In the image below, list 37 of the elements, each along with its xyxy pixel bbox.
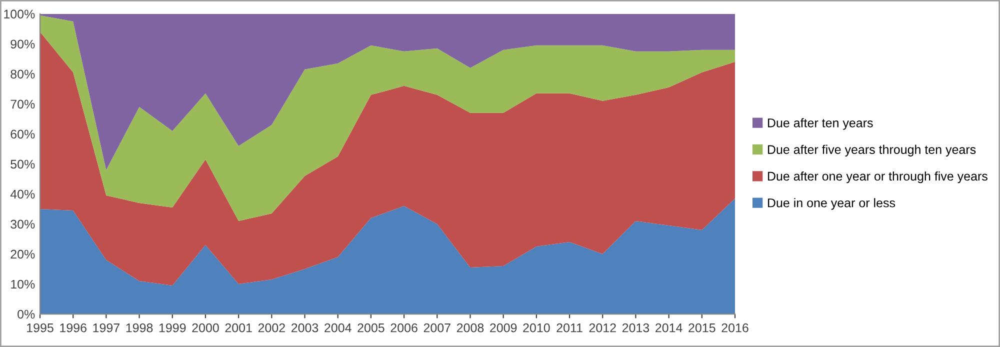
y-tick-label: 80% [10, 70, 35, 79]
x-tick-label: 2013 [622, 323, 650, 332]
y-tick-label: 40% [10, 190, 35, 199]
x-tick-label: 2005 [358, 323, 384, 332]
x-tick-label: 2002 [258, 323, 285, 332]
legend-label: Due after ten years [768, 118, 873, 130]
y-tick-label: 90% [10, 40, 35, 49]
x-tick-label: 2010 [523, 323, 550, 332]
y-tick-label: 20% [10, 250, 35, 259]
x-tick-label: 2001 [225, 323, 252, 332]
x-tick-label: 2003 [291, 323, 318, 332]
x-tick-label: 2006 [390, 323, 418, 332]
x-tick-label: 2009 [490, 323, 517, 332]
legend-label: Due in one year or less [768, 198, 896, 210]
x-tick-label: 2004 [324, 323, 352, 332]
y-tick-label: 70% [10, 100, 35, 109]
x-tick-label: 2015 [688, 323, 716, 332]
legend-label: Due after five years through ten years [768, 144, 976, 156]
x-tick-label: 2008 [456, 323, 484, 332]
y-tick-label: 100% [4, 10, 35, 19]
legend-label: Due after one year or through five years [768, 171, 988, 184]
x-tick-label: 2016 [722, 323, 748, 332]
y-tick-label: 0% [18, 310, 35, 319]
x-tick-label: 1998 [126, 323, 153, 332]
x-tick-label: 1999 [159, 323, 186, 332]
x-tick-label: 2011 [556, 323, 582, 332]
x-tick-label: 1996 [60, 323, 86, 332]
y-tick-label: 10% [11, 280, 35, 289]
x-tick-label: 2000 [192, 323, 219, 332]
x-tick-label: 2014 [656, 323, 682, 332]
x-tick-label: 2012 [589, 323, 616, 332]
y-tick-label: 30% [10, 220, 35, 229]
x-tick-label: 2007 [424, 323, 450, 332]
y-tick-label: 50% [10, 160, 35, 169]
x-tick-label: 1997 [93, 323, 120, 332]
y-tick-label: 60% [10, 130, 35, 139]
x-tick-label: 1995 [27, 323, 54, 332]
